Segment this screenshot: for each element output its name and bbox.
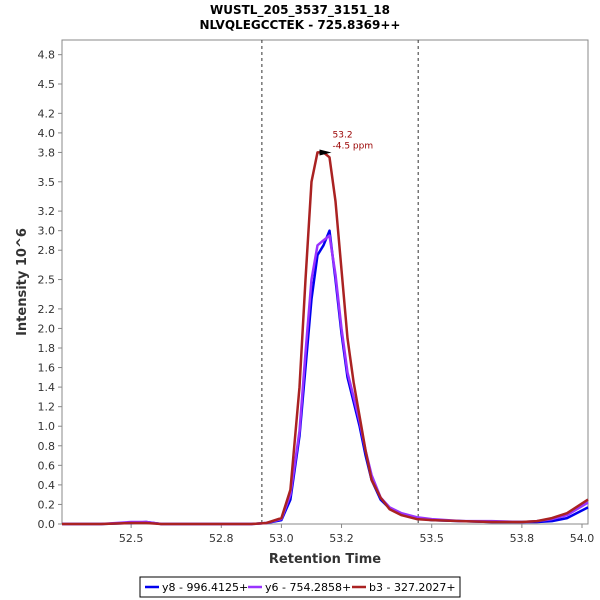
y-tick-label: 2.5 [38, 274, 56, 287]
x-tick-label: 53.0 [269, 532, 294, 545]
series-line [62, 151, 589, 526]
y-tick-label: 1.6 [38, 362, 56, 375]
series-layer [62, 151, 589, 526]
legend-label: y6 - 754.2858+ [265, 581, 351, 594]
y-tick-label: 1.8 [38, 342, 56, 355]
y-tick-label: 1.0 [38, 420, 56, 433]
y-tick-label: 1.4 [38, 381, 56, 394]
annotation-text: 53.2 [333, 130, 353, 140]
y-tick-label: 3.8 [38, 146, 56, 159]
x-tick-label: 52.5 [119, 532, 144, 545]
y-tick-label: 1.2 [38, 401, 56, 414]
legend-label: y8 - 996.4125+ [162, 581, 248, 594]
plot-area [61, 39, 589, 525]
legend-frame [139, 576, 461, 598]
annotation-text: -4.5 ppm [333, 141, 374, 151]
peak-annotation: 53.2-4.5 ppm [319, 130, 374, 156]
y-tick-label: 2.0 [38, 322, 56, 335]
integration-bounds [261, 40, 419, 524]
legend: y8 - 996.4125+ y6 - 754.2858+ b3 - 327.202… [139, 576, 461, 598]
y-tick-label: 4.5 [38, 78, 56, 91]
y-tick-label: 4.0 [38, 127, 56, 140]
y-tick-label: 0.0 [38, 518, 56, 531]
y-tick-label: 0.6 [38, 459, 56, 472]
x-tick-label: 54.0 [570, 532, 595, 545]
legend-label: b3 - 327.2027+ [369, 581, 456, 594]
chart-title: WUSTL_205_3537_3151_18 [210, 3, 390, 18]
y-axis-label: Intensity 10^6 [15, 228, 30, 336]
x-tick-label: 52.8 [209, 532, 234, 545]
peak-marker [319, 149, 332, 156]
y-tick-label: 4.8 [38, 49, 56, 62]
x-axis: 52.5 52.8 53.0 53.2 53.5 53.8 54.0 [119, 524, 594, 545]
y-tick-label: 3.5 [38, 176, 56, 189]
y-tick-label: 2.8 [38, 244, 56, 257]
y-tick-label: 3.2 [38, 205, 56, 218]
y-axis: 0.0 0.2 0.4 0.6 0.8 1.0 1.2 1.4 1.6 1.8 2.0 2.2 2.5 2… [38, 49, 62, 531]
y-tick-label: 0.8 [38, 440, 56, 453]
x-tick-label: 53.2 [329, 532, 354, 545]
y-tick-label: 3.0 [38, 225, 56, 238]
y-tick-label: 0.2 [38, 498, 56, 511]
y-tick-label: 0.4 [38, 479, 56, 492]
y-tick-label: 2.2 [38, 303, 56, 316]
x-tick-label: 53.8 [510, 532, 535, 545]
x-tick-label: 53.5 [419, 532, 444, 545]
y-tick-label: 4.2 [38, 107, 56, 120]
chart-subtitle: NLVQLEGCCTEK - 725.8369++ [200, 18, 401, 32]
x-axis-label: Retention Time [269, 552, 381, 567]
